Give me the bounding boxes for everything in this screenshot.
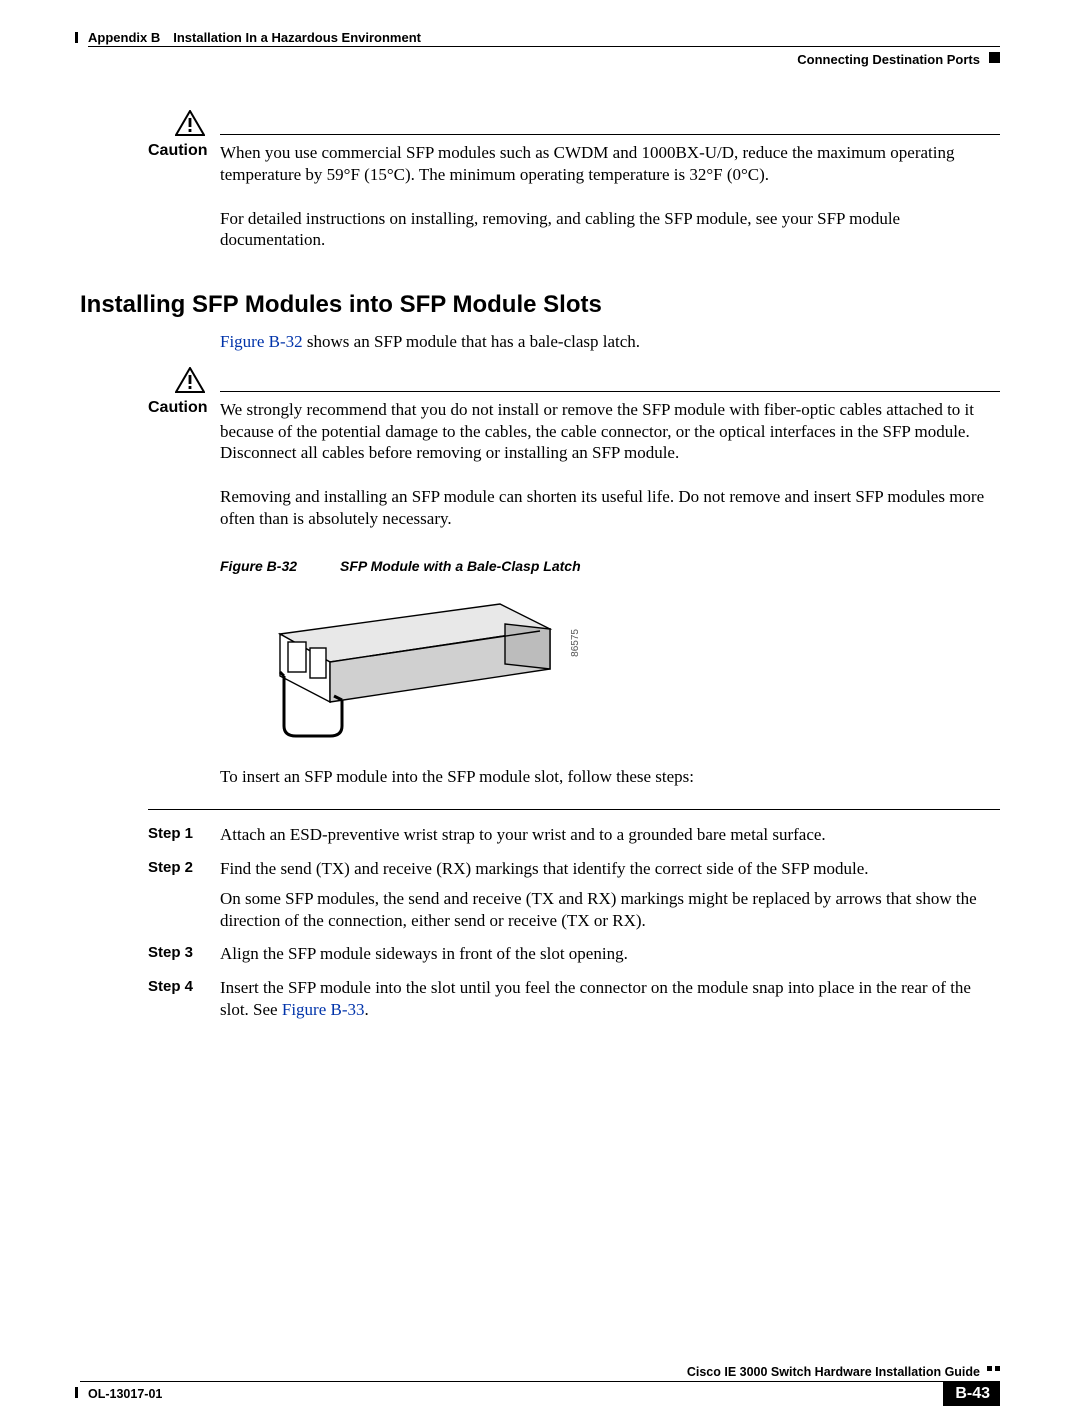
- step-label: Step 1: [148, 824, 193, 843]
- figure-image: 86575: [220, 584, 570, 744]
- header-tick: [75, 32, 78, 43]
- caution-block-1: Caution When you use commercial SFP modu…: [80, 140, 1000, 186]
- caution-rule: [220, 134, 1000, 135]
- warning-icon: [175, 110, 205, 136]
- figure-caption: Figure B-32SFP Module with a Bale-Clasp …: [220, 558, 1000, 574]
- footer-marker: [995, 1366, 1000, 1371]
- warning-icon: [175, 367, 205, 393]
- step-continuation: On some SFP modules, the send and receiv…: [220, 888, 1000, 932]
- caution-label: Caution: [148, 142, 208, 160]
- figure-id: 86575: [570, 629, 581, 657]
- figure-link[interactable]: Figure B-33: [282, 1000, 365, 1019]
- paragraph: For detailed instructions on installing,…: [220, 208, 1000, 252]
- figure-title: SFP Module with a Bale-Clasp Latch: [340, 558, 581, 574]
- caution-text: When you use commercial SFP modules such…: [220, 140, 1000, 186]
- paragraph: To insert an SFP module into the SFP mod…: [220, 766, 1000, 788]
- step-text: .: [365, 1000, 369, 1019]
- step-label: Step 4: [148, 977, 193, 996]
- footer-marker: [987, 1366, 992, 1371]
- caution-label: Caution: [148, 399, 208, 417]
- steps-rule: [148, 809, 1000, 810]
- paragraph-text: shows an SFP module that has a bale-clas…: [303, 332, 640, 351]
- page: Appendix B Installation In a Hazardous E…: [80, 30, 1000, 1033]
- caution-block-2: Caution We strongly recommend that you d…: [80, 397, 1000, 464]
- paragraph: Figure B-32 shows an SFP module that has…: [220, 331, 1000, 353]
- section-heading: Installing SFP Modules into SFP Module S…: [80, 291, 1000, 319]
- caution-rule: [220, 391, 1000, 392]
- page-number: B-43: [943, 1382, 1000, 1406]
- step-text: Align the SFP module sideways in front o…: [220, 944, 628, 963]
- step-1: Step 1 Attach an ESD-preventive wrist st…: [220, 824, 1000, 846]
- step-label: Step 2: [148, 858, 193, 877]
- step-2: Step 2 Find the send (TX) and receive (R…: [220, 858, 1000, 931]
- header-right: Connecting Destination Ports: [797, 52, 980, 67]
- footer-rule: [80, 1381, 1000, 1382]
- caution-text: We strongly recommend that you do not in…: [220, 397, 1000, 464]
- header-marker: [989, 52, 1000, 63]
- step-text: Find the send (TX) and receive (RX) mark…: [220, 859, 869, 878]
- step-3: Step 3 Align the SFP module sideways in …: [220, 943, 1000, 965]
- figure-number: Figure B-32: [220, 558, 340, 574]
- header-rule: [88, 46, 1000, 47]
- figure-link[interactable]: Figure B-32: [220, 332, 303, 351]
- step-text: Attach an ESD-preventive wrist strap to …: [220, 825, 826, 844]
- paragraph: Removing and installing an SFP module ca…: [220, 486, 1000, 530]
- page-header: Appendix B Installation In a Hazardous E…: [80, 30, 1000, 70]
- footer-title: Cisco IE 3000 Switch Hardware Installati…: [687, 1365, 980, 1379]
- header-left: Appendix B Installation In a Hazardous E…: [88, 30, 421, 45]
- step-4: Step 4 Insert the SFP module into the sl…: [220, 977, 1000, 1021]
- step-label: Step 3: [148, 943, 193, 962]
- footer-tick: [75, 1387, 78, 1398]
- footer-doc-id: OL-13017-01: [88, 1387, 162, 1401]
